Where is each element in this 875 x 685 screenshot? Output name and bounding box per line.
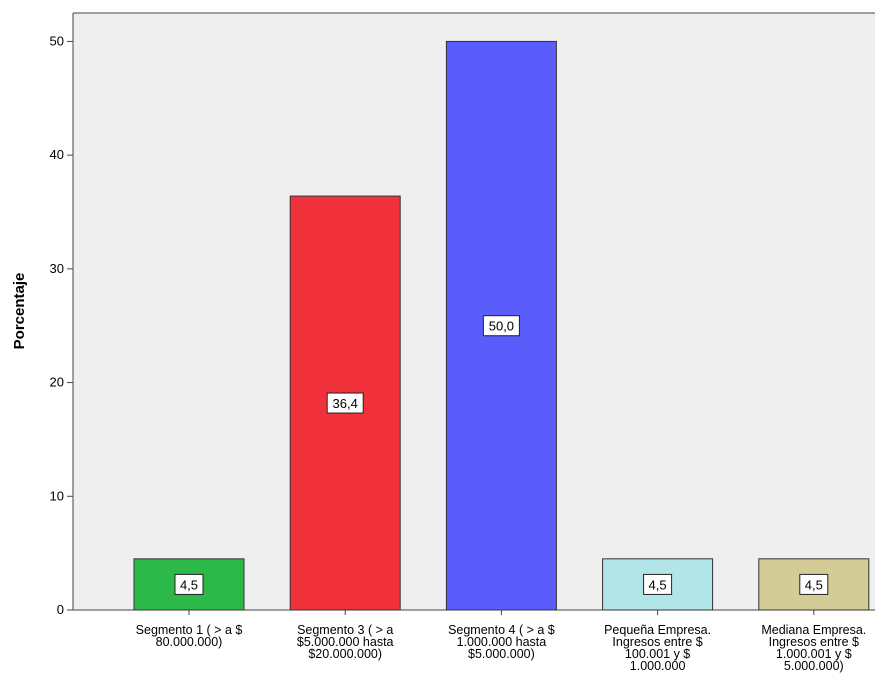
x-tick-label: Segmento 4 ( > a $ (448, 623, 555, 637)
data-label-box (799, 573, 829, 595)
x-tick-label: 100.001 y $ (625, 647, 690, 661)
x-tick-label: 1.000.000 hasta (457, 635, 547, 649)
x-tick-label: Segmento 3 ( > a (297, 623, 393, 637)
data-label: 50,0 (489, 319, 514, 334)
x-axis-tick-labels: Segmento 1 ( > a $80.000.000) Segmento 3 … (136, 610, 866, 673)
y-tick-label: 40 (50, 147, 64, 162)
x-tick-label: Mediana Empresa. (761, 623, 866, 637)
y-axis-title: Porcentaje (11, 273, 28, 350)
x-tick-label: $5.000.000 hasta (297, 635, 394, 649)
data-label-box (174, 573, 204, 595)
x-tick-label: Segmento 1 ( > a $ (136, 623, 243, 637)
x-tick-label: 5.000.000) (784, 659, 844, 673)
data-label: 4,5 (180, 577, 198, 592)
x-tick-label: $5.000.000) (468, 647, 535, 661)
y-tick-label: 50 (50, 33, 64, 48)
y-axis-ticks: 0 10 20 30 40 50 (50, 33, 73, 617)
x-tick-label: 1.000.000 (630, 659, 686, 673)
x-tick-label: $20.000.000) (308, 647, 382, 661)
y-tick-label: 0 (57, 602, 64, 617)
data-label: 36,4 (333, 396, 358, 411)
y-tick-label: 20 (50, 375, 64, 390)
y-tick-label: 10 (50, 488, 64, 503)
data-label-box (643, 573, 673, 595)
data-label: 4,5 (649, 577, 667, 592)
x-tick-label: Pequeña Empresa. (604, 623, 711, 637)
data-label-box (482, 315, 520, 337)
bars: 4,5 36,4 50,0 4,5 4,5 (133, 40, 870, 611)
x-tick-label: Ingresos entre $ (769, 635, 859, 649)
x-tick-label: Ingresos entre $ (612, 635, 702, 649)
data-label: 4,5 (805, 577, 823, 592)
x-tick-label: 80.000.000) (156, 635, 223, 649)
data-label-box (326, 392, 364, 414)
x-tick-label: 1.000.001 y $ (776, 647, 852, 661)
y-tick-label: 30 (50, 261, 64, 276)
